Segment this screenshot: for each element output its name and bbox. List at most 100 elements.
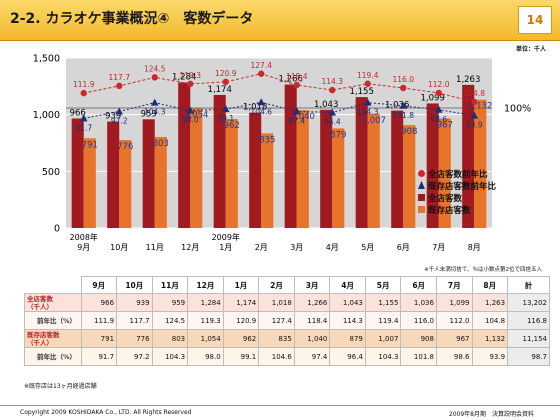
bar-label-existing: 776: [117, 142, 133, 152]
x-tick-label: 7月: [432, 243, 445, 252]
table-header-row: 9月 10月 11月 12月 1月 2月 3月 4月 5月 6月 7月 8月 計: [24, 276, 550, 294]
bar-all-customers: [426, 103, 439, 228]
point-label-existing-yoy: 98.6: [430, 115, 447, 124]
bar-all-customers: [178, 82, 191, 228]
point-existing-yoy: [257, 98, 266, 106]
table-cell: 112.0: [435, 311, 473, 330]
table-header-cell: 3月: [293, 276, 331, 294]
table-cell: 1,155: [364, 293, 402, 312]
table-cell: 939: [116, 293, 153, 312]
table-total-cell: 11,154: [507, 329, 550, 348]
table-cell: 1,132: [471, 329, 509, 348]
bar-all-customers: [284, 84, 297, 229]
bar-label-existing: 967: [437, 120, 453, 130]
point-existing-yoy: [470, 111, 479, 119]
bar-existing-customers: [367, 113, 380, 228]
point-label-existing-yoy: 104.6: [251, 107, 273, 116]
table-total-cell: 13,202: [507, 293, 550, 312]
reference-label: 100%: [504, 104, 531, 115]
bar-all-customers: [462, 84, 475, 228]
table-cell: 116.0: [400, 311, 437, 330]
x-tick-label: 6月: [397, 243, 410, 252]
point-existing-yoy: [292, 107, 301, 115]
legend-existing-customers-label: 既存店客数: [428, 205, 471, 216]
point-existing-yoy: [434, 105, 443, 113]
bar-all-customers: [320, 109, 333, 228]
table-row-existing-customers: 既存店客数 （千人） 791 776 803 1,054 962 835 1,04…: [24, 329, 550, 348]
row-label-unit: （千人）: [27, 302, 53, 311]
point-all-yoy: [116, 82, 123, 90]
table-cell: 908: [400, 329, 437, 348]
bar-all-customers: [391, 110, 404, 228]
point-all-yoy: [151, 74, 158, 81]
table-cell: 104.6: [258, 347, 295, 366]
bar-existing-customers: [225, 118, 238, 228]
unit-label: 単位：千人: [515, 46, 546, 53]
legend-existing-customers-swatch: [418, 206, 425, 213]
point-label-existing-yoy: 91.7: [75, 123, 92, 132]
legend-all-customers-label: 全店客数: [427, 193, 463, 204]
table-cell: 966: [80, 293, 118, 312]
legend-existing-yoy-label: 既存店客数前年比: [428, 181, 497, 192]
table-row-existing-yoy: 前年比（%） 91.7 97.2 104.3 98.0 99.1 104.6 9…: [24, 347, 550, 366]
table-cell: 835: [258, 329, 295, 348]
table-cell: 1,043: [329, 293, 366, 312]
point-label-all-yoy: 119.3: [180, 71, 202, 80]
bar-existing-customers: [332, 128, 345, 228]
bar-label-all: 966: [70, 109, 86, 119]
table-header-cell: 12月: [187, 276, 224, 294]
table-header-cell: 8月: [471, 276, 509, 294]
existing-store-note: ※既存店は13ヶ月経過店舗: [24, 383, 97, 390]
row-label-unit: （千人）: [27, 338, 53, 347]
x-tick-label: 5月: [361, 243, 374, 252]
bar-label-all: 1,263: [456, 75, 480, 85]
table-cell: 104.8: [471, 311, 509, 330]
x-tick-label: 1月: [219, 243, 232, 252]
table-cell: 118.4: [293, 311, 331, 330]
point-existing-yoy: [363, 98, 372, 106]
y-tick-label: 1,000: [33, 110, 60, 121]
table-cell: 1,018: [258, 293, 295, 312]
x-tick-label: 12月: [181, 243, 199, 252]
bar-label-existing: 1,040: [291, 112, 315, 122]
line-all-yoy: [83, 73, 475, 103]
table-row-all-customers: 全店客数 （千人） 966 939 959 1,284 1,174 1,018 1…: [24, 293, 550, 312]
table-cell: 127.4: [258, 311, 295, 330]
row-label-existing-customers: 既存店客数 （千人）: [24, 329, 82, 348]
table-cell: 91.7: [80, 347, 118, 366]
point-existing-yoy: [328, 108, 337, 116]
legend-existing-yoy-swatch: [418, 181, 425, 189]
table-header-cell: 10月: [116, 276, 153, 294]
bar-label-existing: 1,007: [362, 116, 386, 126]
table-header-cell: 9月: [80, 276, 118, 294]
bar-label-existing: 962: [224, 121, 240, 131]
bar-existing-customers: [154, 136, 167, 228]
table-header-corner: [24, 276, 81, 294]
table-header-cell: 11月: [151, 276, 189, 294]
bar-existing-customers: [438, 118, 451, 228]
bar-label-all: 959: [141, 109, 157, 119]
point-label-existing-yoy: 98.0: [182, 116, 199, 125]
table-header-cell: 7月: [435, 276, 473, 294]
point-label-existing-yoy: 101.8: [393, 111, 415, 120]
bar-existing-customers: [296, 110, 309, 228]
table-header-cell: 5月: [364, 276, 402, 294]
point-label-all-yoy: 120.9: [215, 69, 237, 78]
point-label-existing-yoy: 93.9: [466, 121, 483, 130]
table-cell: 1,174: [222, 293, 260, 312]
table-cell: 1,007: [364, 329, 402, 348]
presentation-label: 2009年8月期 決算説明会資料: [448, 411, 534, 418]
x-tick-label: 9月: [77, 243, 90, 252]
point-label-existing-yoy: 104.3: [144, 108, 166, 117]
table-cell: 97.2: [116, 347, 153, 366]
table-cell: 776: [116, 329, 153, 348]
x-tick-label: 3月: [290, 243, 303, 252]
year-label: 2008年: [70, 232, 98, 242]
table-cell: 967: [435, 329, 473, 348]
point-all-yoy: [329, 86, 336, 94]
table-cell: 93.9: [471, 347, 509, 366]
bar-label-all: 1,155: [350, 87, 374, 97]
table-header-cell: 2月: [258, 276, 295, 294]
bar-label-all: 939: [105, 112, 121, 122]
bar-label-all: 1,284: [172, 72, 196, 82]
